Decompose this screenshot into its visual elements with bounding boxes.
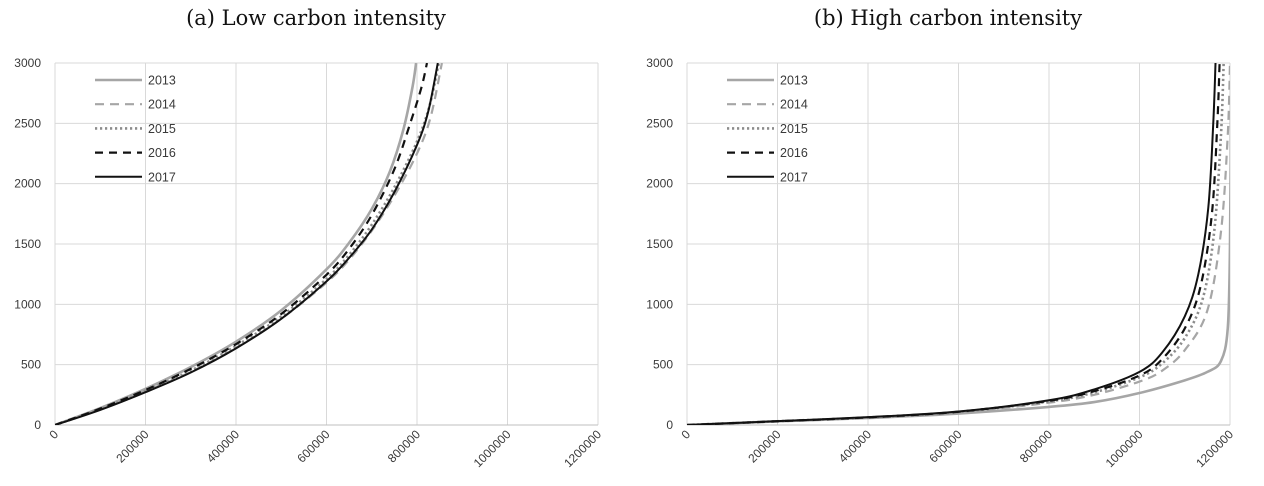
legend-label: 2014 <box>148 98 176 112</box>
chart-high-carbon: 0 500 1000 1500 2000 2500 3000 0 200000 400000 600… <box>646 56 1236 470</box>
x-tick-label: 1000000 <box>471 427 514 470</box>
x-tick-label: 400000 <box>204 427 242 465</box>
series-line-2015 <box>55 63 440 425</box>
x-tick-label: 1000000 <box>1103 427 1146 470</box>
y-tick-label: 2000 <box>14 177 41 191</box>
legend-label: 2017 <box>780 170 808 184</box>
chart-title: (a) Low carbon intensity <box>186 6 446 30</box>
chart-title: (b) High carbon intensity <box>813 6 1083 30</box>
x-tick-label: 600000 <box>294 427 332 465</box>
legend-label: 2017 <box>148 170 176 184</box>
legend-label: 2015 <box>148 122 176 136</box>
series-line-2013 <box>55 63 418 425</box>
legend-label: 2013 <box>148 74 176 88</box>
chart-low-carbon: 0 500 1000 1500 2000 2500 3000 0 200000 400000 600… <box>14 56 604 470</box>
legend-label: 2013 <box>780 74 808 88</box>
x-tick-label: 400000 <box>836 427 874 465</box>
x-tick-label: 1200000 <box>561 427 604 470</box>
series-line-2016 <box>55 63 429 425</box>
x-tick-label: 200000 <box>745 427 783 465</box>
y-tick-label: 0 <box>666 418 673 432</box>
legend-label: 2014 <box>780 98 808 112</box>
y-tick-label: 3000 <box>14 56 41 70</box>
y-tick-label: 2000 <box>646 177 673 191</box>
legend-label: 2016 <box>148 146 176 160</box>
series-line-2017 <box>687 63 1217 425</box>
y-tick-label: 500 <box>21 358 41 372</box>
y-tick-label: 1500 <box>14 237 41 251</box>
x-tick-label: 600000 <box>926 427 964 465</box>
x-tick-label: 800000 <box>1017 427 1055 465</box>
y-tick-label: 3000 <box>646 56 673 70</box>
legend-label: 2015 <box>780 122 808 136</box>
legend-label: 2016 <box>780 146 808 160</box>
y-tick-label: 500 <box>653 358 673 372</box>
x-tick-label: 0 <box>678 427 693 442</box>
x-tick-label: 200000 <box>113 427 151 465</box>
x-tick-label: 800000 <box>385 427 423 465</box>
panel-low-carbon: (a) Low carbon intensity 0 500 1000 1500 200… <box>14 6 604 470</box>
y-tick-label: 0 <box>34 418 41 432</box>
series-line-2017 <box>55 63 439 425</box>
panel-high-carbon: (b) High carbon intensity 0 500 1000 1500 20… <box>632 0 1264 486</box>
y-tick-label: 2500 <box>14 116 41 130</box>
x-tick-label: 1200000 <box>1193 427 1236 470</box>
y-tick-label: 1500 <box>646 237 673 251</box>
y-tick-label: 2500 <box>646 116 673 130</box>
y-tick-label: 1000 <box>646 297 673 311</box>
y-tick-label: 1000 <box>14 297 41 311</box>
x-tick-label: 0 <box>46 427 61 442</box>
